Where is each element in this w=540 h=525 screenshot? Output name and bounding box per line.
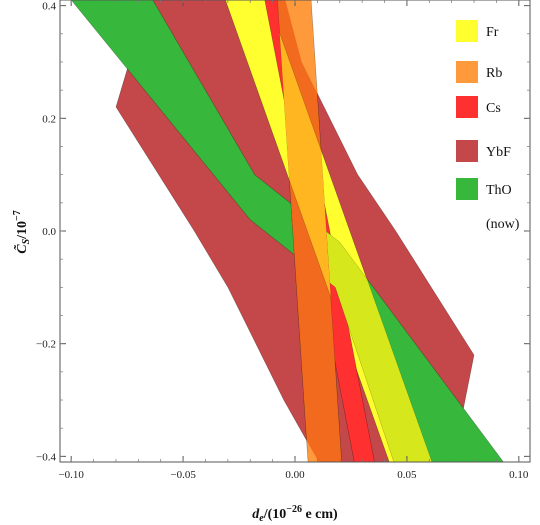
y-tick-label: 0.0 [42,226,56,238]
legend-label-ybf: YbF [486,145,511,160]
y-tick-label: 0.4 [42,1,56,13]
legend-swatch-ybf [456,140,478,162]
y-axis: −0.4 −0.2 0.0 0.2 0.4 [36,1,530,463]
legend: Fr Rb Cs YbF ThO (now) [456,20,520,232]
legend-swatch-tho [456,178,478,200]
x-tick-label: −0.10 [58,469,84,481]
legend-swatch-rb [456,61,478,83]
x-tick-label: 0.10 [509,469,529,481]
legend-note: (now) [486,217,520,232]
legend-swatch-cs [456,96,478,118]
y-tick-label: 0.2 [42,113,56,125]
band-tho [70,0,504,462]
x-tick-label: 0.05 [397,469,417,481]
y-tick-label: −0.4 [36,451,56,463]
x-axis-label: de/(10−26 e cm) [252,504,338,524]
x-tick-label: −0.05 [170,469,196,481]
x-tick-label: 0.00 [285,469,305,481]
y-tick-label: −0.2 [36,339,56,351]
legend-label-cs: Cs [486,101,501,116]
legend-label-tho: ThO [486,183,512,198]
y-axis-label: C̃S/10−7 [12,210,32,254]
legend-label-rb: Rb [486,66,502,81]
legend-swatch-fr [456,20,478,42]
x-axis: −0.10 −0.05 0.00 0.05 0.10 [58,0,529,481]
legend-label-fr: Fr [486,25,499,40]
